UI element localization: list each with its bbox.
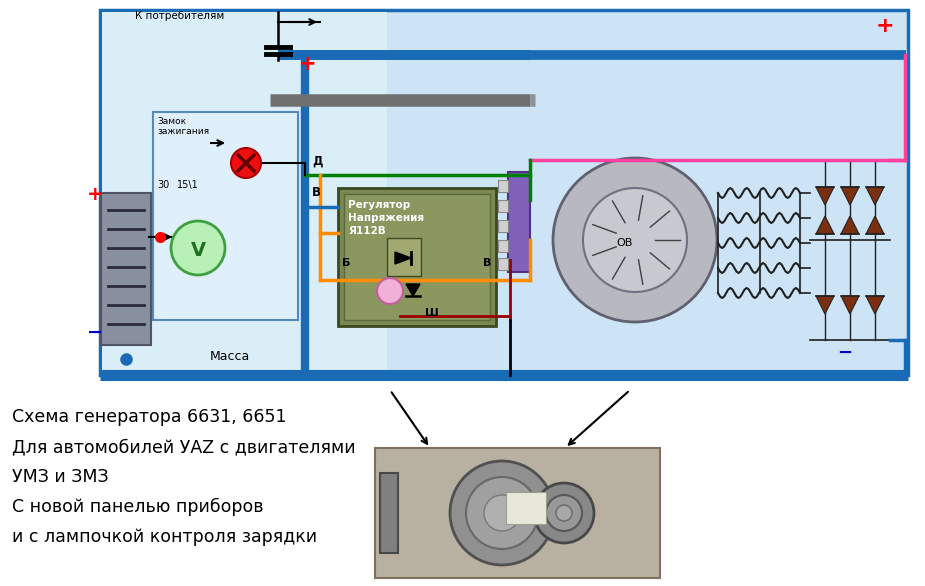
Text: Д: Д xyxy=(312,155,323,168)
Text: Для автомобилей УАΖ с двигателями: Для автомобилей УАΖ с двигателями xyxy=(12,438,355,456)
Circle shape xyxy=(556,505,572,521)
Text: +: + xyxy=(876,16,894,36)
FancyBboxPatch shape xyxy=(498,200,508,212)
Text: Ш: Ш xyxy=(425,308,438,318)
Polygon shape xyxy=(866,216,884,234)
FancyBboxPatch shape xyxy=(506,492,546,524)
Text: Регулятор: Регулятор xyxy=(348,200,411,210)
Circle shape xyxy=(484,495,520,531)
Circle shape xyxy=(553,158,717,322)
Text: −: − xyxy=(87,323,104,342)
Polygon shape xyxy=(406,284,420,296)
Circle shape xyxy=(377,278,403,304)
Circle shape xyxy=(546,495,582,531)
FancyBboxPatch shape xyxy=(380,473,398,553)
Polygon shape xyxy=(395,252,411,264)
Polygon shape xyxy=(816,187,834,205)
FancyBboxPatch shape xyxy=(153,112,298,320)
FancyBboxPatch shape xyxy=(498,258,508,270)
Circle shape xyxy=(171,221,225,275)
FancyBboxPatch shape xyxy=(498,180,508,192)
Text: Б: Б xyxy=(342,258,351,268)
FancyBboxPatch shape xyxy=(102,12,387,373)
Circle shape xyxy=(583,188,687,292)
Text: −: − xyxy=(837,344,853,362)
Polygon shape xyxy=(841,187,859,205)
Text: V: V xyxy=(191,241,205,261)
FancyBboxPatch shape xyxy=(498,240,508,252)
Circle shape xyxy=(534,483,594,543)
FancyBboxPatch shape xyxy=(101,193,151,345)
Text: С новой панелью приборов: С новой панелью приборов xyxy=(12,498,264,516)
Text: Замок: Замок xyxy=(157,117,186,126)
Text: Схема генератора 6631, 6651: Схема генератора 6631, 6651 xyxy=(12,408,287,426)
Text: 30: 30 xyxy=(157,180,169,190)
Text: +: + xyxy=(87,185,104,204)
Text: +: + xyxy=(299,54,316,74)
Text: ОВ: ОВ xyxy=(617,238,634,248)
FancyBboxPatch shape xyxy=(344,194,490,320)
Text: Напряжения: Напряжения xyxy=(348,213,425,223)
FancyBboxPatch shape xyxy=(508,172,530,272)
FancyBboxPatch shape xyxy=(375,448,660,578)
Polygon shape xyxy=(866,296,884,314)
Text: Масса: Масса xyxy=(210,350,251,363)
FancyBboxPatch shape xyxy=(100,10,908,375)
Text: В: В xyxy=(312,186,321,199)
Text: УМЗ и ЗМЗ: УМЗ и ЗМЗ xyxy=(12,468,108,486)
Text: 15\1: 15\1 xyxy=(177,180,199,190)
Circle shape xyxy=(231,148,261,178)
Text: Я112В: Я112В xyxy=(348,226,386,236)
Polygon shape xyxy=(841,216,859,234)
Polygon shape xyxy=(866,187,884,205)
Polygon shape xyxy=(841,296,859,314)
Text: зажигания: зажигания xyxy=(157,127,209,136)
FancyBboxPatch shape xyxy=(387,238,421,276)
Text: К потребителям: К потребителям xyxy=(135,11,224,21)
Circle shape xyxy=(466,477,538,549)
Circle shape xyxy=(450,461,554,565)
Polygon shape xyxy=(816,216,834,234)
Polygon shape xyxy=(816,296,834,314)
FancyBboxPatch shape xyxy=(498,220,508,232)
Text: В: В xyxy=(483,258,491,268)
Text: и с лампочкой контроля зарядки: и с лампочкой контроля зарядки xyxy=(12,528,317,546)
FancyBboxPatch shape xyxy=(338,188,496,326)
